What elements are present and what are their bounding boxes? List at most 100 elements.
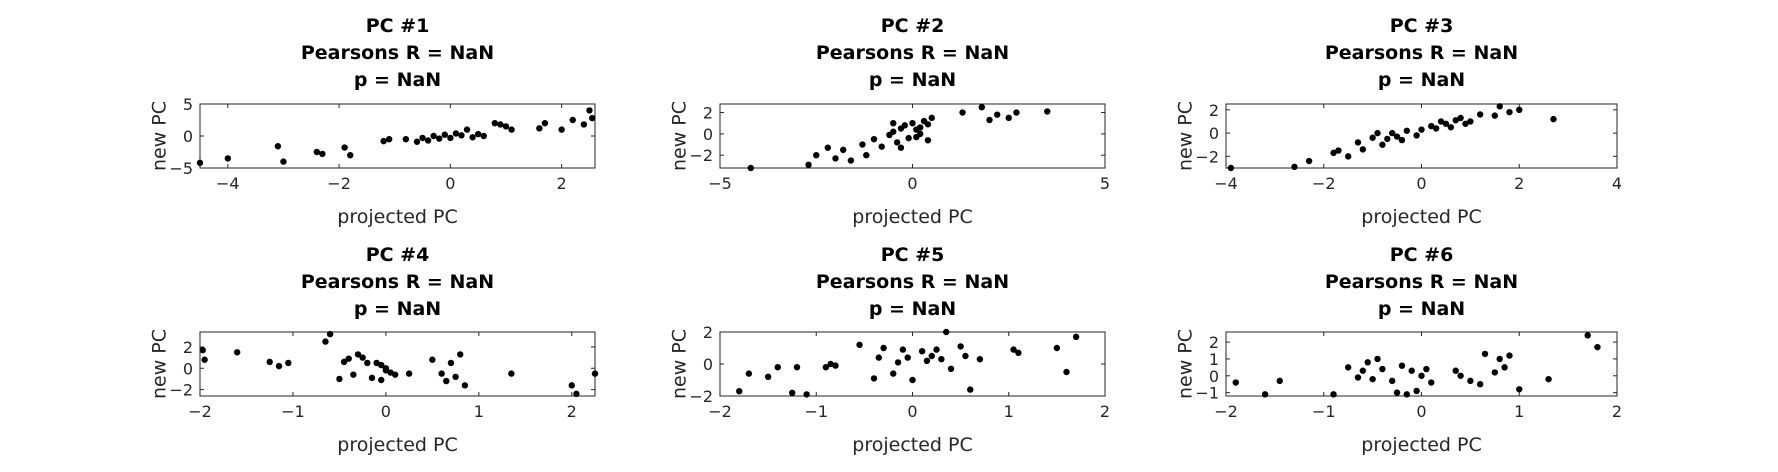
data-point [928, 114, 935, 122]
subplot-title-line: PC #2 [881, 15, 945, 37]
x-tick-label: 1 [474, 402, 484, 421]
x-tick-label: −4 [216, 174, 240, 193]
data-point [745, 370, 753, 377]
data-point [354, 351, 362, 358]
data-point [1403, 391, 1411, 398]
x-tick-label: 0 [1416, 174, 1426, 193]
data-point [340, 358, 348, 366]
data-point [909, 120, 916, 127]
subplot-title-line: p = NaN [1378, 298, 1465, 320]
x-tick-label: −1 [804, 402, 828, 421]
data-point [805, 161, 812, 168]
data-point [345, 355, 352, 362]
x-tick-label: −2 [327, 174, 351, 193]
data-point [1476, 381, 1484, 388]
data-point [894, 359, 902, 366]
plot-area [199, 103, 596, 169]
x-tick-label: 2 [1612, 402, 1622, 421]
x-tick-label: 1 [1004, 402, 1014, 421]
data-point [402, 136, 410, 143]
x-tick-label: 2 [1100, 402, 1110, 421]
data-point [901, 122, 908, 129]
data-point [591, 370, 599, 377]
data-point [905, 134, 912, 142]
data-point [1227, 164, 1235, 172]
data-point [1491, 369, 1499, 376]
data-point [1044, 108, 1051, 115]
data-point [986, 116, 993, 124]
y-tick-label: 0 [1209, 367, 1219, 386]
data-point [497, 121, 504, 128]
data-point [747, 164, 754, 172]
data-point [890, 128, 897, 135]
data-point [863, 152, 870, 159]
data-point [1584, 332, 1591, 339]
data-point [1232, 379, 1239, 386]
data-point [1516, 386, 1523, 393]
y-tick-label: 0 [1209, 124, 1219, 143]
plot-area [719, 103, 1106, 169]
subplot-title-line: p = NaN [869, 298, 956, 320]
data-point [1015, 349, 1022, 356]
data-point [909, 376, 916, 384]
data-point [266, 358, 273, 366]
data-point [890, 370, 897, 377]
data-point [1462, 120, 1469, 127]
data-point [378, 376, 385, 384]
data-point [1330, 391, 1337, 398]
x-tick-label: −2 [1214, 402, 1238, 421]
y-tick-label: 2 [183, 338, 193, 357]
data-point [917, 124, 924, 131]
data-point [378, 361, 385, 369]
data-point [1457, 372, 1464, 379]
plot-area [719, 331, 1106, 397]
data-point [443, 377, 450, 385]
data-point [928, 352, 935, 360]
data-point [447, 359, 455, 367]
y-axis-label: new PC [669, 329, 691, 399]
data-point [1335, 147, 1342, 154]
data-point [933, 346, 940, 353]
data-point [1428, 379, 1435, 386]
data-point [904, 354, 911, 361]
data-point [1344, 364, 1352, 371]
data-point [385, 136, 393, 143]
y-axis-label: new PC [149, 101, 171, 171]
data-point [1442, 120, 1450, 127]
data-point [1010, 346, 1017, 353]
y-tick-label: −1 [1195, 384, 1219, 403]
subplot-title-line: p = NaN [1378, 69, 1465, 91]
data-point [536, 125, 543, 132]
y-tick-label: −2 [1195, 147, 1219, 166]
y-tick-label: 1 [1209, 350, 1219, 369]
data-point [1354, 139, 1362, 146]
y-tick-label: 5 [183, 95, 193, 114]
data-point [508, 370, 515, 377]
data-point [1491, 112, 1499, 119]
data-point [380, 137, 387, 145]
data-point [350, 371, 357, 378]
data-point [463, 126, 471, 133]
data-point [764, 373, 772, 380]
data-point [405, 370, 413, 377]
x-tick-label: 5 [1100, 174, 1110, 193]
data-point [508, 126, 515, 133]
x-tick-label: −2 [188, 402, 212, 421]
data-point [322, 338, 329, 345]
x-tick-label: 4 [1612, 174, 1622, 193]
data-point [419, 134, 426, 142]
data-point [569, 116, 576, 124]
data-point [875, 354, 883, 361]
data-point [736, 388, 743, 395]
data-point [336, 375, 343, 383]
data-point [1354, 374, 1362, 381]
data-point [803, 391, 810, 398]
data-point [856, 341, 863, 348]
data-point [1545, 375, 1552, 383]
data-point [1594, 343, 1601, 351]
data-point [347, 152, 354, 159]
data-point [558, 126, 565, 133]
data-point [364, 359, 371, 367]
data-point [959, 109, 966, 116]
subplot-title-line: Pearsons R = NaN [816, 271, 1009, 293]
